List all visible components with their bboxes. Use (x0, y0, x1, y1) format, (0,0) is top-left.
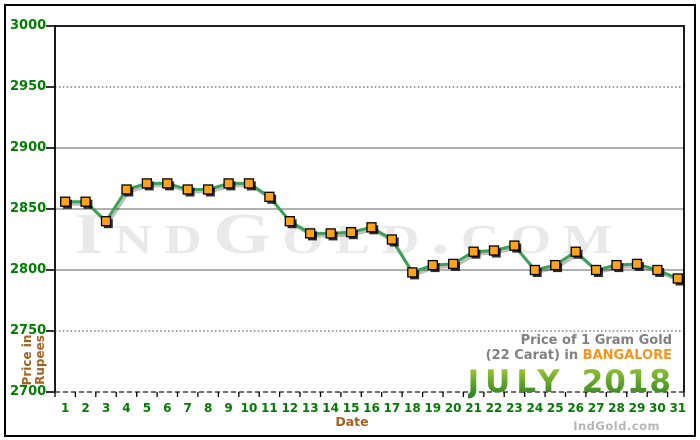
data-point-marker (243, 178, 255, 189)
x-axis-tick-label: 15 (342, 401, 360, 415)
x-axis-tick-label: 4 (122, 401, 131, 415)
x-axis-tick-label: 27 (587, 401, 605, 415)
data-point-marker (60, 196, 71, 207)
x-axis-tick-label: 9 (224, 401, 233, 415)
data-point-marker (80, 196, 91, 207)
x-axis-tick-label: 13 (301, 401, 319, 415)
month-label: JULY (467, 364, 566, 400)
x-axis-tick-label: 30 (649, 401, 666, 415)
data-point-marker (325, 228, 336, 239)
chart-title-block: Price of 1 Gram Gold (22 Carat) in BANGA… (468, 333, 672, 400)
y-axis-tick-label: 2950 (10, 79, 47, 94)
data-point-marker (631, 258, 643, 270)
data-point-marker (100, 216, 112, 227)
footer-brand: IndGold.com (573, 419, 660, 433)
y-axis-tick-label: 2850 (10, 201, 47, 216)
chart-title-line1: Price of 1 Gram Gold (520, 333, 672, 348)
y-axis-tick-label: 2800 (10, 262, 47, 277)
x-axis-tick-label: 19 (424, 401, 442, 415)
data-point-marker (611, 259, 622, 271)
data-point-marker (223, 178, 234, 189)
data-point-marker (264, 191, 275, 202)
data-point-marker (305, 228, 316, 239)
data-point-marker (509, 240, 520, 251)
y-axis-tick-label: 2700 (10, 384, 47, 399)
x-axis-tick-label: 7 (183, 401, 192, 415)
outer-border (4, 4, 696, 437)
x-axis-tick-label: 12 (281, 401, 299, 415)
chart-title-carat: (22 Carat) in (485, 348, 583, 363)
x-axis-tick-label: 8 (203, 401, 213, 415)
data-point-marker (468, 246, 479, 257)
data-point-marker (672, 273, 683, 284)
x-axis-tick-label: 1 (61, 401, 70, 415)
data-point-marker (284, 216, 295, 227)
y-axis-tick-label: 3000 (10, 18, 47, 33)
x-axis-tick-label: 6 (163, 401, 172, 415)
chart-title-line2: (22 Carat) in BANGALORE (468, 348, 672, 363)
x-axis-tick-label: 18 (403, 401, 421, 415)
data-point-marker (488, 245, 500, 256)
x-axis-tick-label: 2 (81, 401, 90, 415)
data-point-marker (550, 259, 561, 271)
x-axis-tick-label: 29 (628, 401, 646, 415)
data-point-marker (202, 184, 214, 195)
x-axis-tick-label: 21 (465, 401, 482, 415)
y-axis-title: Price in Rupees (20, 330, 49, 390)
x-axis-tick-label: 10 (240, 401, 258, 415)
x-axis-tick-label: 20 (444, 401, 462, 415)
x-axis-tick-label: 11 (261, 401, 278, 415)
data-point-marker (386, 234, 398, 245)
x-axis-tick-label: 14 (322, 401, 339, 415)
chart-title-month-year: JULY 2018 (468, 364, 672, 400)
data-point-marker (427, 259, 438, 271)
data-point-marker (366, 222, 377, 233)
data-point-marker (652, 264, 663, 276)
x-axis-tick-label: 23 (506, 401, 523, 415)
x-axis-tick-label: 25 (546, 401, 564, 415)
data-point-marker (182, 184, 193, 195)
data-point-marker (162, 178, 173, 189)
data-point-marker (448, 258, 459, 270)
y-axis-tick-label: 2750 (10, 323, 47, 338)
data-point-marker (590, 264, 602, 276)
x-axis-tick-label: 5 (142, 401, 152, 415)
y-axis-title-line2: Rupees (33, 335, 47, 385)
chart-title-city: BANGALORE (582, 348, 672, 363)
x-axis-tick-label: 16 (363, 401, 380, 415)
x-axis-tick-label: 17 (383, 401, 401, 415)
data-point-marker (141, 178, 153, 189)
data-point-marker (345, 227, 357, 238)
x-axis-tick-label: 31 (669, 401, 687, 415)
data-point-marker (529, 264, 541, 276)
year-label: 2018 (581, 364, 672, 400)
y-axis-tick-label: 2900 (10, 140, 47, 155)
x-axis-tick-label: 26 (567, 401, 585, 415)
data-point-marker (121, 184, 132, 195)
x-axis-tick-label: 3 (101, 401, 111, 415)
x-axis-tick-label: 28 (608, 401, 625, 415)
data-point-marker (570, 246, 581, 257)
x-axis-title: Date (335, 414, 369, 429)
data-point-marker (407, 267, 418, 278)
x-axis-tick-label: 24 (526, 401, 544, 415)
x-axis-tick-label: 22 (485, 401, 503, 415)
